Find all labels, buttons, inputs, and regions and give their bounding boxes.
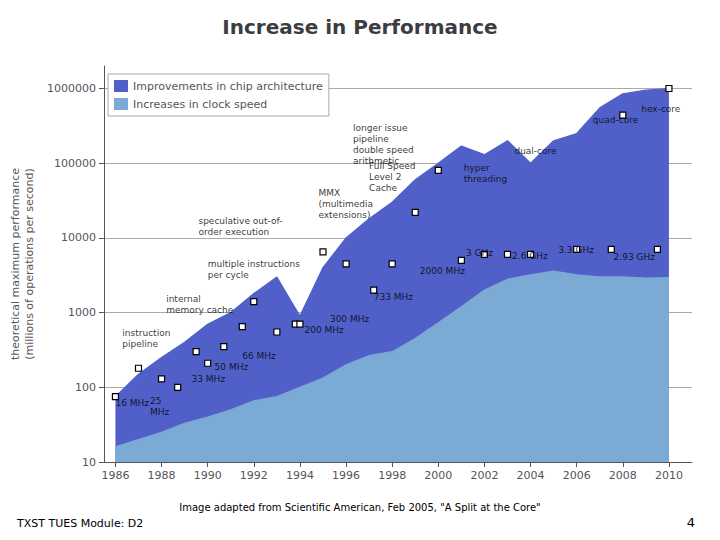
svg-text:66 MHz: 66 MHz <box>242 351 276 361</box>
svg-text:per cycle: per cycle <box>208 270 250 280</box>
svg-text:pipeline: pipeline <box>353 134 389 144</box>
svg-text:1998: 1998 <box>378 469 406 482</box>
svg-text:33 MHz: 33 MHz <box>192 374 226 384</box>
svg-text:MHz: MHz <box>150 407 170 417</box>
svg-text:quad-core: quad-core <box>593 115 639 125</box>
svg-text:dual-core: dual-core <box>514 146 557 156</box>
svg-text:hyper: hyper <box>464 163 490 173</box>
svg-text:1988: 1988 <box>148 469 176 482</box>
svg-text:internal: internal <box>166 294 201 304</box>
svg-text:multiple instructions: multiple instructions <box>208 259 301 269</box>
svg-text:1996: 1996 <box>332 469 360 482</box>
svg-text:2004: 2004 <box>517 469 545 482</box>
svg-text:pipeline: pipeline <box>122 339 158 349</box>
svg-text:10: 10 <box>82 456 96 469</box>
svg-text:(multimedia: (multimedia <box>318 199 373 209</box>
svg-text:25: 25 <box>150 396 161 406</box>
svg-text:speculative out-of-: speculative out-of- <box>198 216 282 226</box>
svg-text:threading: threading <box>464 174 507 184</box>
svg-text:Increase in Performance: Increase in Performance <box>222 15 497 39</box>
svg-text:50 MHz: 50 MHz <box>215 362 249 372</box>
svg-text:1986: 1986 <box>101 469 129 482</box>
svg-text:300 MHz: 300 MHz <box>330 314 370 324</box>
svg-text:733 MHz: 733 MHz <box>374 292 414 302</box>
svg-text:Increases in clock speed: Increases in clock speed <box>133 98 267 111</box>
svg-text:2002: 2002 <box>470 469 498 482</box>
svg-text:Full Speed: Full Speed <box>369 161 416 172</box>
svg-text:theoretical maximum performanc: theoretical maximum performance <box>9 168 22 360</box>
svg-text:Image adapted from Scientific: Image adapted from Scientific American, … <box>179 502 540 513</box>
svg-text:(millions of operations per se: (millions of operations per second) <box>23 168 36 360</box>
svg-text:2.93 GHz: 2.93 GHz <box>614 252 656 262</box>
svg-text:10000: 10000 <box>61 231 96 244</box>
svg-text:2.6 GHz: 2.6 GHz <box>512 251 548 261</box>
svg-text:Level 2: Level 2 <box>369 172 401 182</box>
svg-text:2006: 2006 <box>563 469 591 482</box>
svg-text:3 GHz: 3 GHz <box>466 248 493 258</box>
svg-text:3.3 GHz: 3.3 GHz <box>558 245 594 255</box>
svg-text:1000: 1000 <box>68 306 96 319</box>
svg-text:extensions): extensions) <box>318 210 370 220</box>
svg-text:1992: 1992 <box>240 469 268 482</box>
svg-text:1990: 1990 <box>194 469 222 482</box>
svg-text:arithmetic: arithmetic <box>353 156 399 166</box>
svg-text:longer issue: longer issue <box>353 123 408 133</box>
svg-text:2008: 2008 <box>609 469 637 482</box>
svg-text:100000: 100000 <box>54 157 96 170</box>
svg-text:2000: 2000 <box>424 469 452 482</box>
svg-text:Cache: Cache <box>369 183 397 193</box>
svg-text:order execution: order execution <box>198 227 269 237</box>
svg-text:16 MHz: 16 MHz <box>115 398 149 408</box>
svg-text:instruction: instruction <box>122 328 170 338</box>
svg-text:2000 MHz: 2000 MHz <box>420 266 465 276</box>
svg-text:double speed: double speed <box>353 145 414 155</box>
svg-text:4: 4 <box>687 515 695 530</box>
svg-text:memory cache: memory cache <box>166 305 234 315</box>
svg-text:100: 100 <box>75 381 96 394</box>
svg-text:1000000: 1000000 <box>47 82 96 95</box>
svg-text:Improvements in chip architect: Improvements in chip architecture <box>133 80 323 93</box>
svg-text:2010: 2010 <box>655 469 683 482</box>
svg-text:MMX: MMX <box>318 188 340 198</box>
svg-text:hex-core: hex-core <box>641 104 681 114</box>
svg-text:200 MHz: 200 MHz <box>305 325 345 335</box>
svg-text:1994: 1994 <box>286 469 314 482</box>
svg-text:TXST TUES Module: D2: TXST TUES Module: D2 <box>16 517 143 530</box>
